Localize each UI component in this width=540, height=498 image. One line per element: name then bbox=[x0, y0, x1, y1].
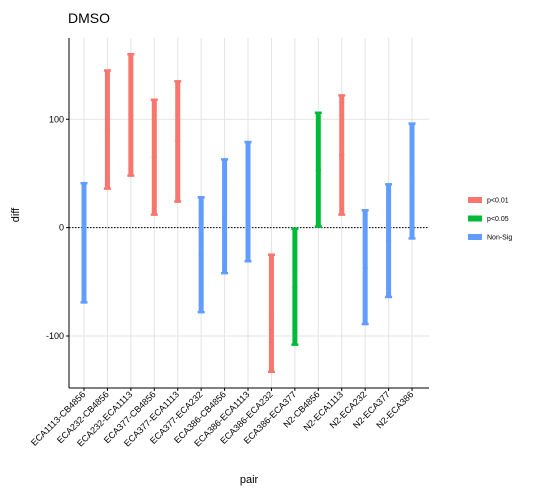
y-tick-label: 100 bbox=[49, 114, 64, 124]
errorbar bbox=[197, 196, 205, 314]
errorbar bbox=[221, 158, 229, 275]
legend-label: p<0.01 bbox=[487, 198, 509, 205]
errorbar bbox=[267, 253, 275, 373]
errorbar bbox=[408, 122, 416, 240]
errorbar bbox=[80, 181, 88, 304]
y-tick-label: -100 bbox=[46, 331, 64, 341]
errorbar bbox=[385, 183, 393, 299]
legend-item: Non-Sig bbox=[468, 234, 512, 242]
legend-swatch bbox=[468, 234, 482, 240]
chart-title: DMSO bbox=[68, 10, 110, 26]
x-axis-title: pair bbox=[240, 474, 259, 486]
errorbar bbox=[127, 53, 135, 177]
legend-swatch bbox=[468, 215, 482, 222]
legend-swatch bbox=[468, 197, 482, 203]
errorbar bbox=[338, 94, 346, 216]
errorbar bbox=[314, 111, 322, 228]
errorbar bbox=[291, 227, 299, 346]
y-axis-title: diff bbox=[10, 207, 22, 222]
errorbar bbox=[174, 80, 182, 203]
legend-label: p<0.05 bbox=[487, 216, 509, 223]
errorbar bbox=[150, 98, 158, 216]
y-tick-label: 0 bbox=[59, 223, 64, 233]
errorbar bbox=[361, 209, 369, 326]
legend-label: Non-Sig bbox=[487, 235, 512, 242]
errorbar bbox=[103, 69, 111, 190]
legend-item: p<0.01 bbox=[468, 197, 509, 205]
errorbar bbox=[244, 140, 252, 263]
legend-item: p<0.05 bbox=[468, 215, 509, 223]
